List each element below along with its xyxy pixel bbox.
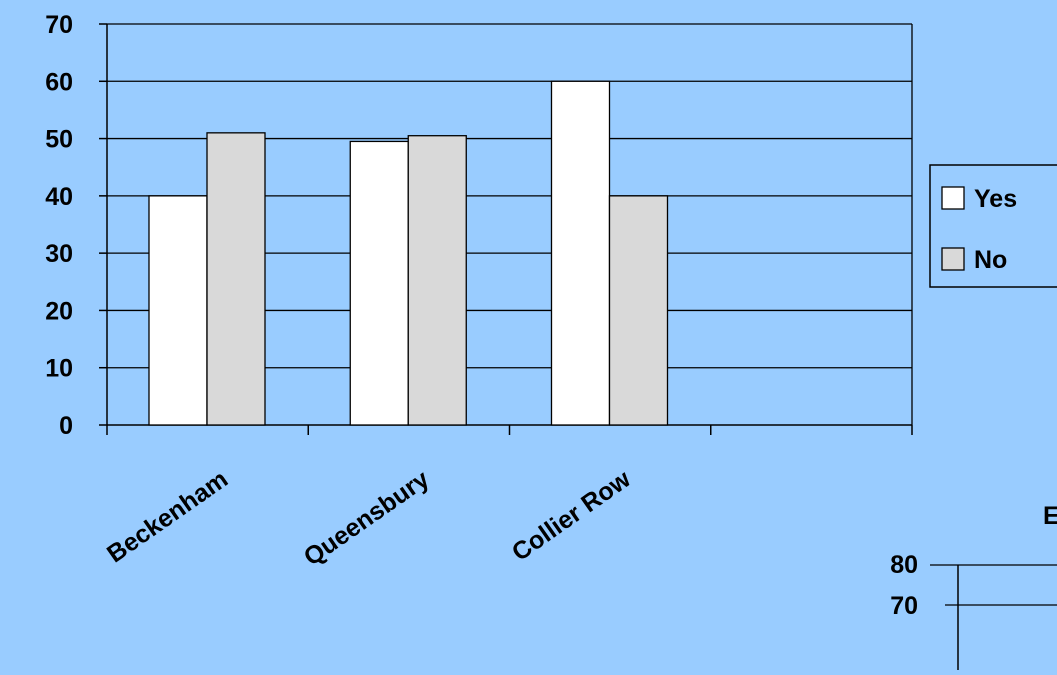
bar-no-beckenham	[206, 132, 266, 426]
y-tick-label: 0	[59, 412, 73, 440]
y-tick-label: 40	[45, 183, 73, 211]
x-tick-label: Beckenham	[102, 465, 233, 568]
legend-swatch-yes	[941, 186, 965, 210]
y-tick-label: 70	[45, 11, 73, 39]
plot-area: 0 10 20 30 40 50 60 70 Beckenham Queensbury Collie…	[45, 11, 913, 572]
y-tick-label: 30	[45, 240, 73, 268]
bar-yes-queensbury	[349, 140, 409, 426]
y-tick-label: 10	[45, 355, 73, 383]
second-chart-fragment: E 80 70	[890, 502, 1057, 670]
legend-label-no: No	[974, 246, 1007, 274]
x-tick-label: Queensbury	[299, 465, 435, 572]
bar-no-queensbury	[407, 135, 467, 426]
bar-no-collier-row	[608, 195, 669, 426]
second-chart-y-tick-label: 80	[890, 551, 918, 579]
legend-label-yes: Yes	[974, 185, 1017, 213]
legend-swatch-no	[941, 247, 965, 271]
bar-yes-collier-row	[550, 80, 611, 426]
second-chart-title-fragment: E	[1043, 502, 1057, 530]
bar-yes-beckenham	[148, 195, 208, 426]
y-tick-label: 20	[45, 297, 73, 325]
legend: Yes No	[929, 164, 1057, 288]
y-tick-label: 50	[45, 126, 73, 154]
y-tick-label: 60	[45, 68, 73, 96]
second-chart-y-tick-label: 70	[890, 592, 918, 620]
x-tick-label: Collier Row	[507, 465, 636, 567]
